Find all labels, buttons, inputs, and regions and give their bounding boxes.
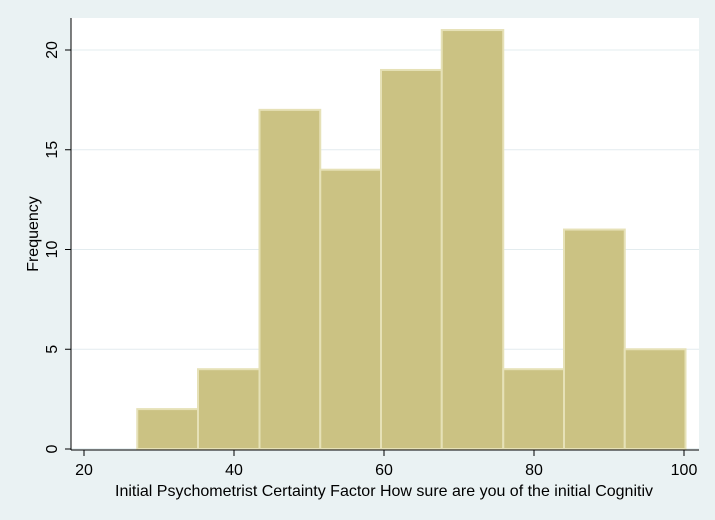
y-axis-title: Frequency [25,196,42,272]
x-tick-label-20: 20 [75,462,93,479]
histogram-bar-8 [563,228,626,450]
y-tick-label-20: 20 [44,41,61,59]
x-axis-title: Initial Psychometrist Certainty Factor H… [115,483,653,500]
y-tick-label-15: 15 [44,141,61,159]
histogram-bar-5 [380,68,443,450]
x-tick-label-80: 80 [525,462,543,479]
histogram-bar-2 [197,368,261,451]
y-tick-label-10: 10 [44,241,61,259]
ticks: 0 5 10 15 20 20 40 60 80 100 [44,41,697,479]
histogram-bar-9 [623,348,687,450]
x-tick-label-60: 60 [375,462,393,479]
histogram-bar-1 [136,408,199,451]
x-tick-label-40: 40 [225,462,243,479]
bars [136,29,687,451]
histogram-bar-6 [440,29,505,451]
histogram-bar-3 [258,108,322,450]
histogram-bar-7 [502,368,565,451]
x-tick-label-100: 100 [671,462,698,479]
y-tick-label-5: 5 [44,345,61,354]
y-tick-label-0: 0 [44,444,61,453]
axes [70,18,699,451]
histogram-bar-4 [319,168,382,450]
